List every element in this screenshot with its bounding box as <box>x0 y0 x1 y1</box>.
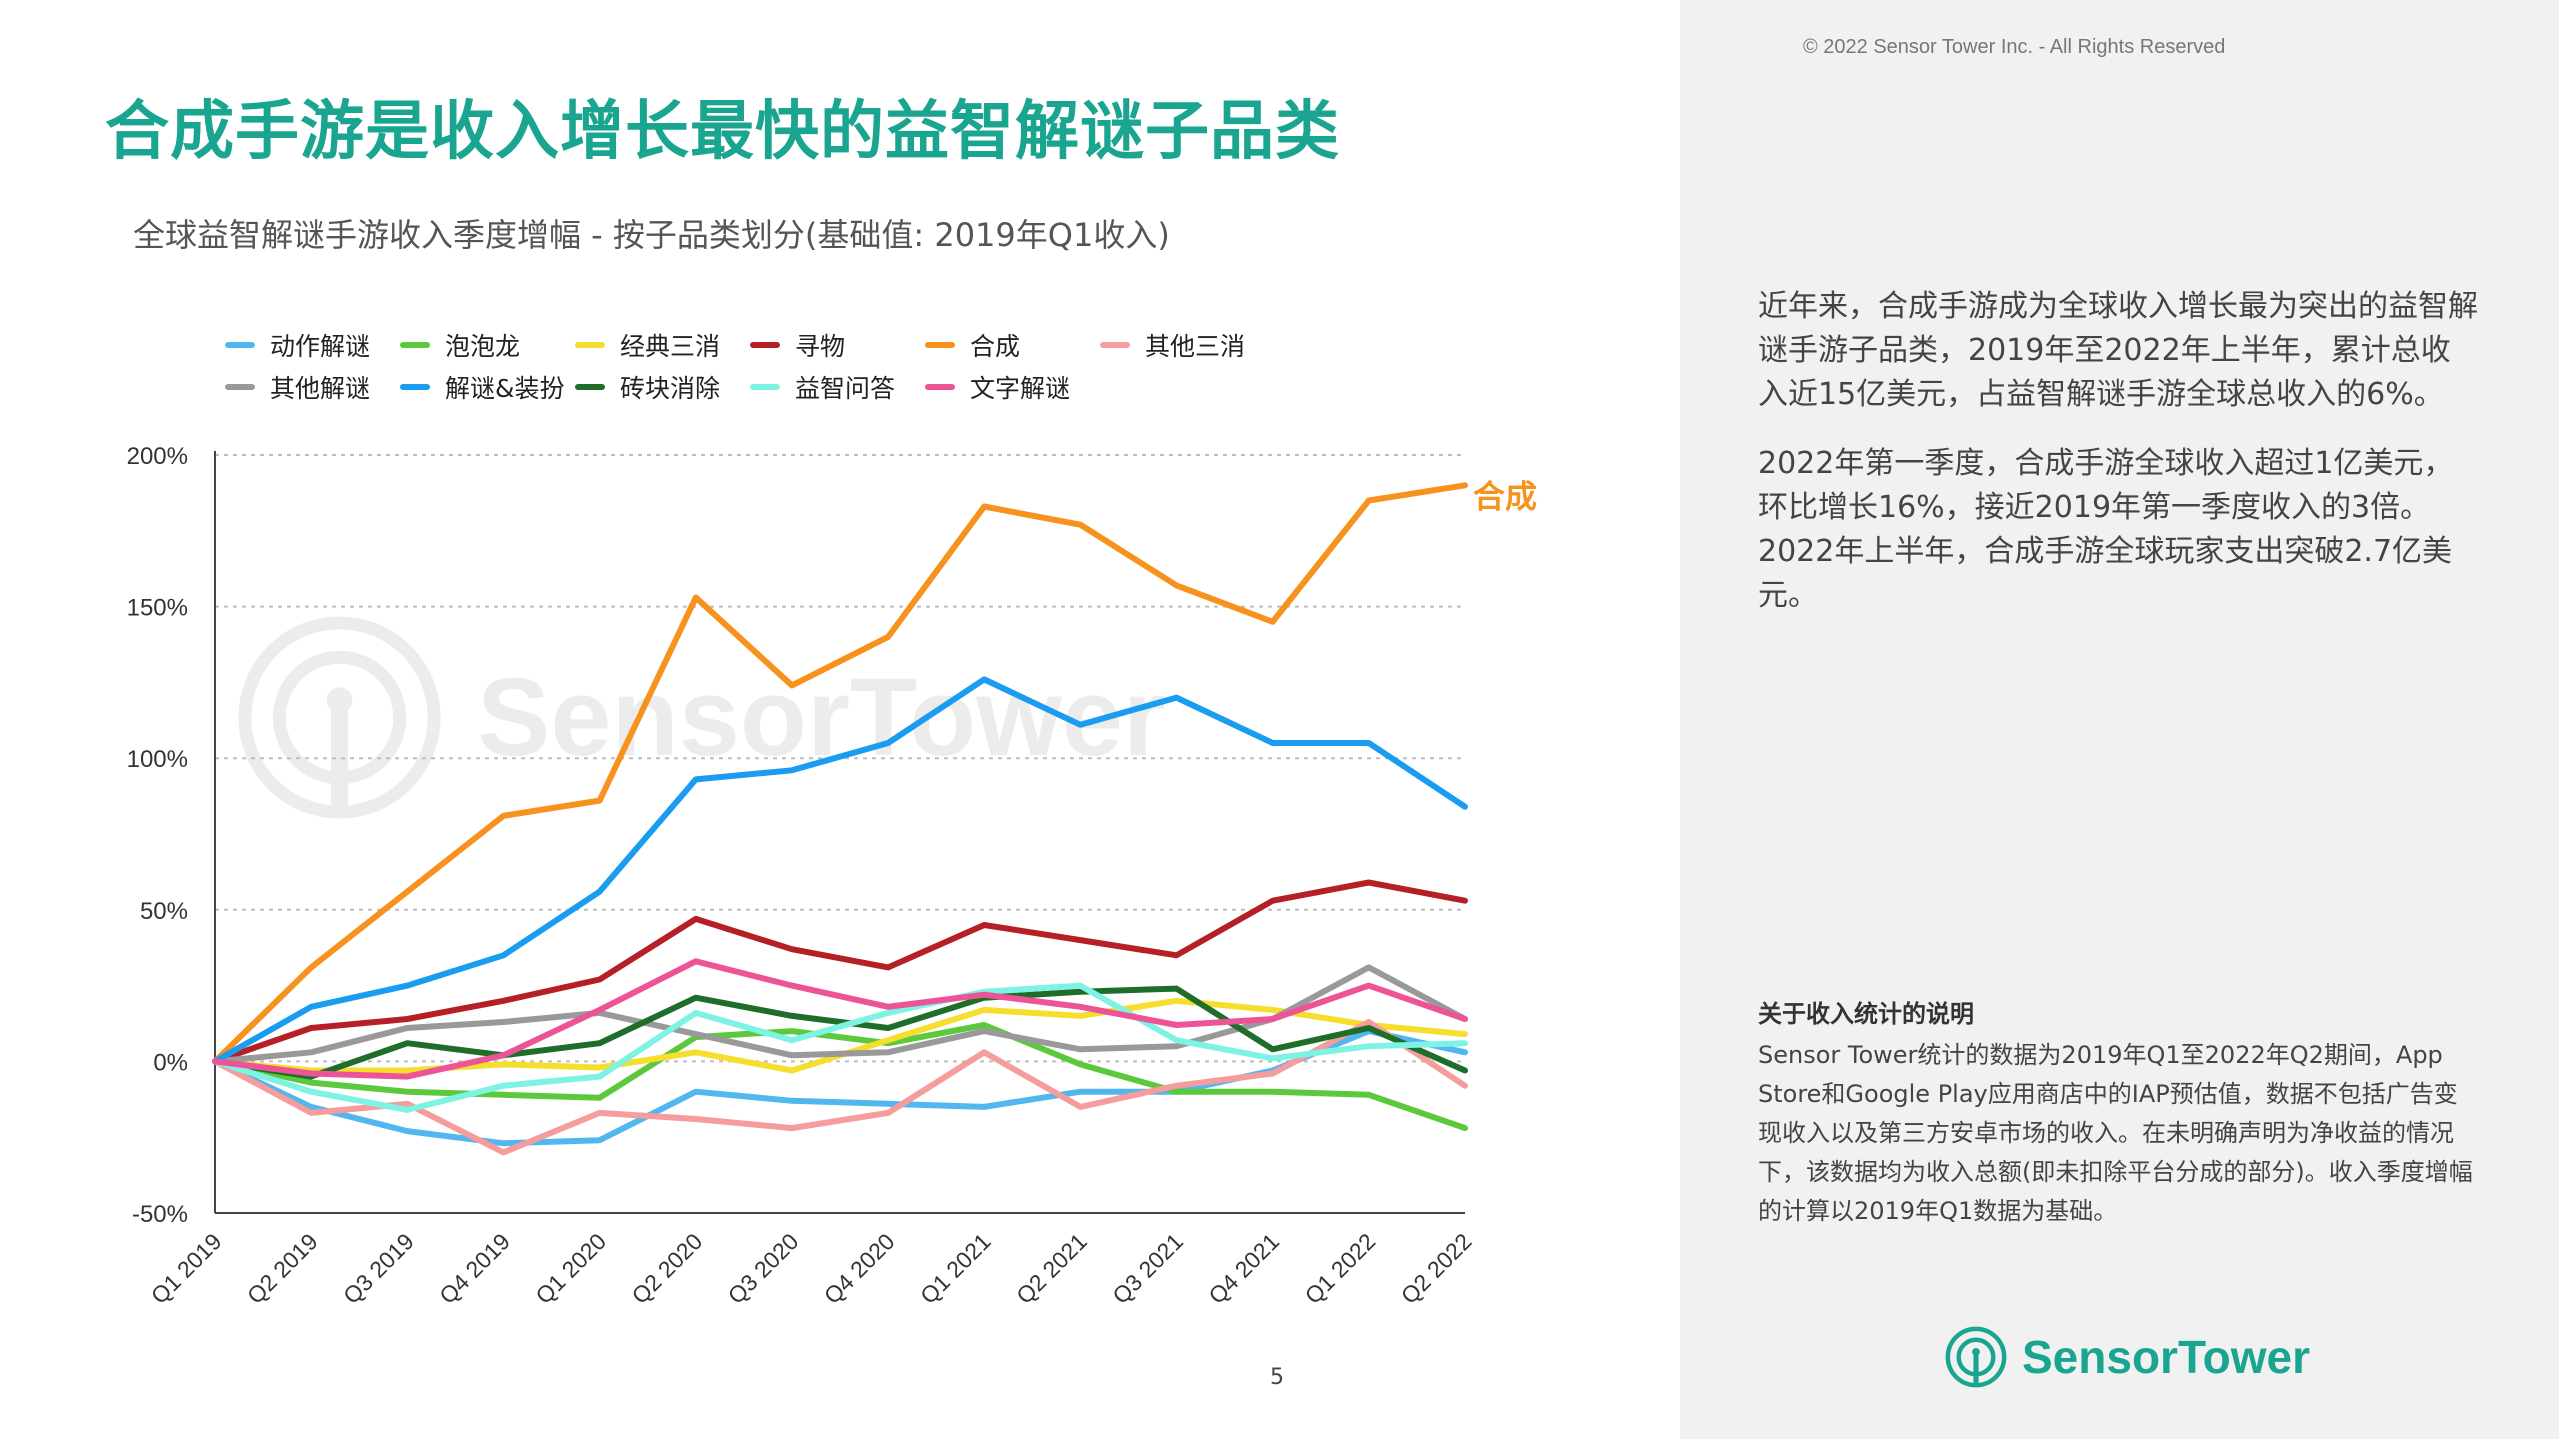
legend-item: 其他三消 <box>1100 330 1275 361</box>
legend-item: 益智问答 <box>750 372 925 403</box>
x-tick-label: Q1 2019 <box>146 1228 227 1309</box>
x-tick-label: Q1 2022 <box>1300 1228 1381 1309</box>
legend-swatch <box>575 342 605 348</box>
y-tick-label: 200% <box>127 443 188 470</box>
y-tick-label: 0% <box>153 1049 188 1076</box>
x-tick-label: Q2 2019 <box>242 1228 323 1309</box>
line-chart: 200%150%100%50%0%-50%Q1 2019 Q2 2019 Q3 20… <box>127 443 1537 1309</box>
legend-item: 砖块消除 <box>575 372 750 403</box>
legend-item: 寻物 <box>750 330 925 361</box>
series-line <box>212 1022 1468 1132</box>
brand-name: SensorTower <box>2022 1331 2310 1383</box>
page-title: 合成手游是收入增长最快的益智解谜子品类 <box>105 95 1340 169</box>
legend-label: 解谜&装扮 <box>445 374 565 403</box>
legend-swatch <box>1100 342 1130 348</box>
legend-label: 动作解谜 <box>270 332 371 361</box>
legend-swatch <box>925 342 955 348</box>
chart-title: 全球益智解谜手游收入季度增幅 - 按子品类划分(基础值: 2019年Q1收入) <box>133 216 1170 254</box>
legend-label: 砖块消除 <box>620 374 721 403</box>
note-title: 关于收入统计的说明 <box>1758 1000 1974 1028</box>
page-number: 5 <box>1270 1365 1284 1390</box>
series-line <box>212 676 1468 1065</box>
y-tick-label: 50% <box>140 898 188 925</box>
legend-label: 益智问答 <box>795 374 896 403</box>
series-line <box>212 482 1468 1065</box>
series-line <box>212 985 1468 1080</box>
chart-legend: 动作解谜 泡泡龙 经典三消 寻物 合成 其他三消其他解谜 解谜&装扮 砖块消除 益智问答 文字解谜 <box>225 330 1325 403</box>
series-line <box>212 964 1468 1065</box>
legend-item: 解谜&装扮 <box>400 372 575 403</box>
legend-label: 经典三消 <box>620 332 721 361</box>
series-line <box>212 879 1468 1065</box>
y-tick-label: 150% <box>127 595 188 622</box>
right-panel <box>1680 0 2559 1439</box>
brand-logo: SensorTower <box>1944 1325 2310 1389</box>
legend-label: 合成 <box>970 332 1021 361</box>
description: 近年来，合成手游成为全球收入增长最为突出的益智解谜手游子品类，2019年至202… <box>1758 285 2480 643</box>
y-tick-label: -50% <box>132 1201 188 1228</box>
x-tick-label: Q2 2020 <box>627 1228 708 1309</box>
y-tick-label: 100% <box>127 746 188 773</box>
legend-label: 泡泡龙 <box>445 332 521 361</box>
x-tick-label: Q3 2019 <box>338 1228 419 1309</box>
sensor-tower-logo-icon <box>1945 1326 2007 1388</box>
description-paragraph: 2022年第一季度，合成手游全球收入超过1亿美元，环比增长16%，接近2019年… <box>1758 446 2454 613</box>
series-annotation: 合成 <box>1473 477 1537 515</box>
series-line <box>212 1019 1468 1156</box>
legend-swatch <box>400 384 430 390</box>
x-tick-label: Q4 2019 <box>434 1228 515 1309</box>
x-tick-label: Q3 2020 <box>723 1228 804 1309</box>
x-tick-label: Q3 2021 <box>1107 1228 1188 1309</box>
legend-item: 泡泡龙 <box>400 330 575 361</box>
sensor-tower-watermark-icon <box>238 616 441 819</box>
description-paragraph: 近年来，合成手游成为全球收入增长最为突出的益智解谜手游子品类，2019年至202… <box>1758 289 2478 412</box>
series-line <box>212 958 1468 1080</box>
series-line <box>212 982 1468 1113</box>
legend-label: 其他三消 <box>1145 332 1246 361</box>
legend-swatch <box>750 342 780 348</box>
legend-swatch <box>400 342 430 348</box>
x-tick-label: Q4 2020 <box>819 1228 900 1309</box>
note-body: Sensor Tower统计的数据为2019年Q1至2022年Q2期间，App … <box>1758 1041 2473 1225</box>
legend-item: 其他解谜 <box>225 372 400 403</box>
legend-swatch <box>225 342 255 348</box>
legend-label: 文字解谜 <box>970 374 1071 403</box>
x-tick-label: Q1 2021 <box>915 1228 996 1309</box>
legend-swatch <box>225 384 255 390</box>
copyright: © 2022 Sensor Tower Inc. - All Rights Re… <box>1803 36 2226 58</box>
legend-label: 其他解谜 <box>270 374 371 403</box>
legend-item: 合成 <box>925 330 1100 361</box>
legend-swatch <box>575 384 605 390</box>
legend-label: 寻物 <box>795 332 846 361</box>
legend-item: 动作解谜 <box>225 330 400 361</box>
x-tick-label: Q1 2020 <box>530 1228 611 1309</box>
legend-swatch <box>750 384 780 390</box>
legend-item: 经典三消 <box>575 330 750 361</box>
x-tick-label: Q4 2021 <box>1203 1228 1284 1309</box>
legend-item: 文字解谜 <box>925 372 1100 403</box>
legend-swatch <box>925 384 955 390</box>
x-tick-label: Q2 2021 <box>1011 1228 1092 1309</box>
revenue-note: 关于收入统计的说明 Sensor Tower统计的数据为2019年Q1至2022… <box>1758 995 2480 1231</box>
x-tick-label: Q2 2022 <box>1396 1228 1477 1309</box>
